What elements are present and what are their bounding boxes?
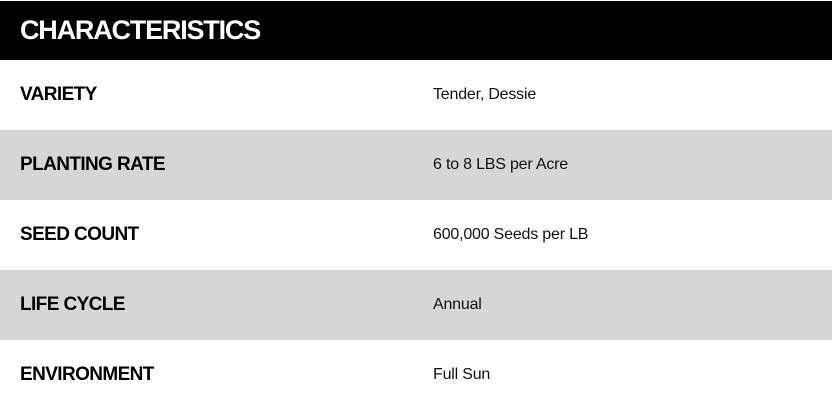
table-row: ENVIRONMENT Full Sun xyxy=(0,340,832,410)
table-row: VARIETY Tender, Dessie xyxy=(0,60,832,130)
table-row: PLANTING RATE 6 to 8 LBS per Acre xyxy=(0,130,832,200)
table-title: CHARACTERISTICS xyxy=(0,1,832,60)
row-label: LIFE CYCLE xyxy=(20,294,125,315)
row-label: SEED COUNT xyxy=(20,224,139,245)
row-value: Annual xyxy=(433,296,482,313)
row-label: VARIETY xyxy=(20,84,97,105)
row-value: 6 to 8 LBS per Acre xyxy=(433,156,568,173)
row-value: Tender, Dessie xyxy=(433,86,537,103)
row-label: ENVIRONMENT xyxy=(20,364,154,385)
row-label: PLANTING RATE xyxy=(20,154,166,175)
table-row: SEED COUNT 600,000 Seeds per LB xyxy=(0,200,832,270)
table-row: LIFE CYCLE Annual xyxy=(0,270,832,340)
row-value: Full Sun xyxy=(433,366,491,383)
row-value: 600,000 Seeds per LB xyxy=(433,226,589,243)
